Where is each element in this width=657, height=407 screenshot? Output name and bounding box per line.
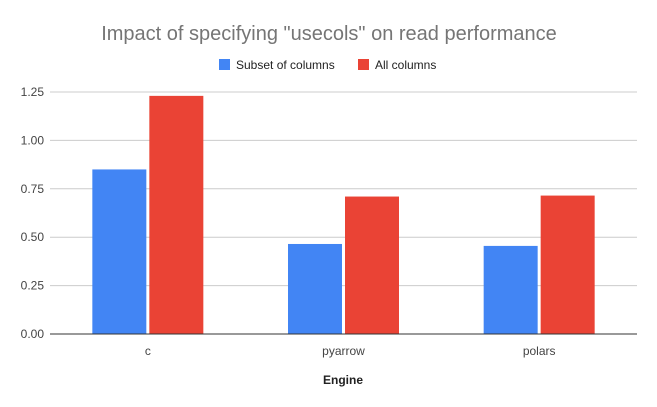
bars xyxy=(92,95,595,334)
y-tick-label: 0.00 xyxy=(21,327,45,341)
chart-title: Impact of specifying "usecols" on read p… xyxy=(101,23,557,45)
bar-pyarrow-all xyxy=(345,196,399,334)
y-tick-label: 0.75 xyxy=(21,182,45,196)
bar-c-all xyxy=(149,95,204,334)
y-tick-label: 0.25 xyxy=(21,279,45,293)
y-tick-label: 0.50 xyxy=(21,230,45,244)
x-axis-label: Engine xyxy=(323,373,363,387)
x-tick-label: polars xyxy=(523,344,556,358)
legend-label-subset: Subset of columns xyxy=(236,58,335,72)
x-tick-label: pyarrow xyxy=(322,344,365,358)
legend-label-all: All columns xyxy=(375,58,436,72)
legend-swatch-all xyxy=(358,59,369,70)
x-axis-ticks: c pyarrow polars xyxy=(145,344,556,358)
bar-c-subset xyxy=(92,169,147,334)
y-tick-label: 1.25 xyxy=(21,85,45,99)
legend-swatch-subset xyxy=(219,59,230,70)
bar-polars-all xyxy=(540,195,595,334)
bar-pyarrow-subset xyxy=(288,243,342,334)
y-tick-label: 1.00 xyxy=(21,133,45,147)
x-tick-label: c xyxy=(145,344,151,358)
bar-polars-subset xyxy=(483,245,538,334)
y-axis-ticks: 0.00 0.25 0.50 0.75 1.00 1.25 xyxy=(21,85,45,341)
gridlines xyxy=(50,91,637,287)
legend: Subset of columns All columns xyxy=(219,58,436,72)
